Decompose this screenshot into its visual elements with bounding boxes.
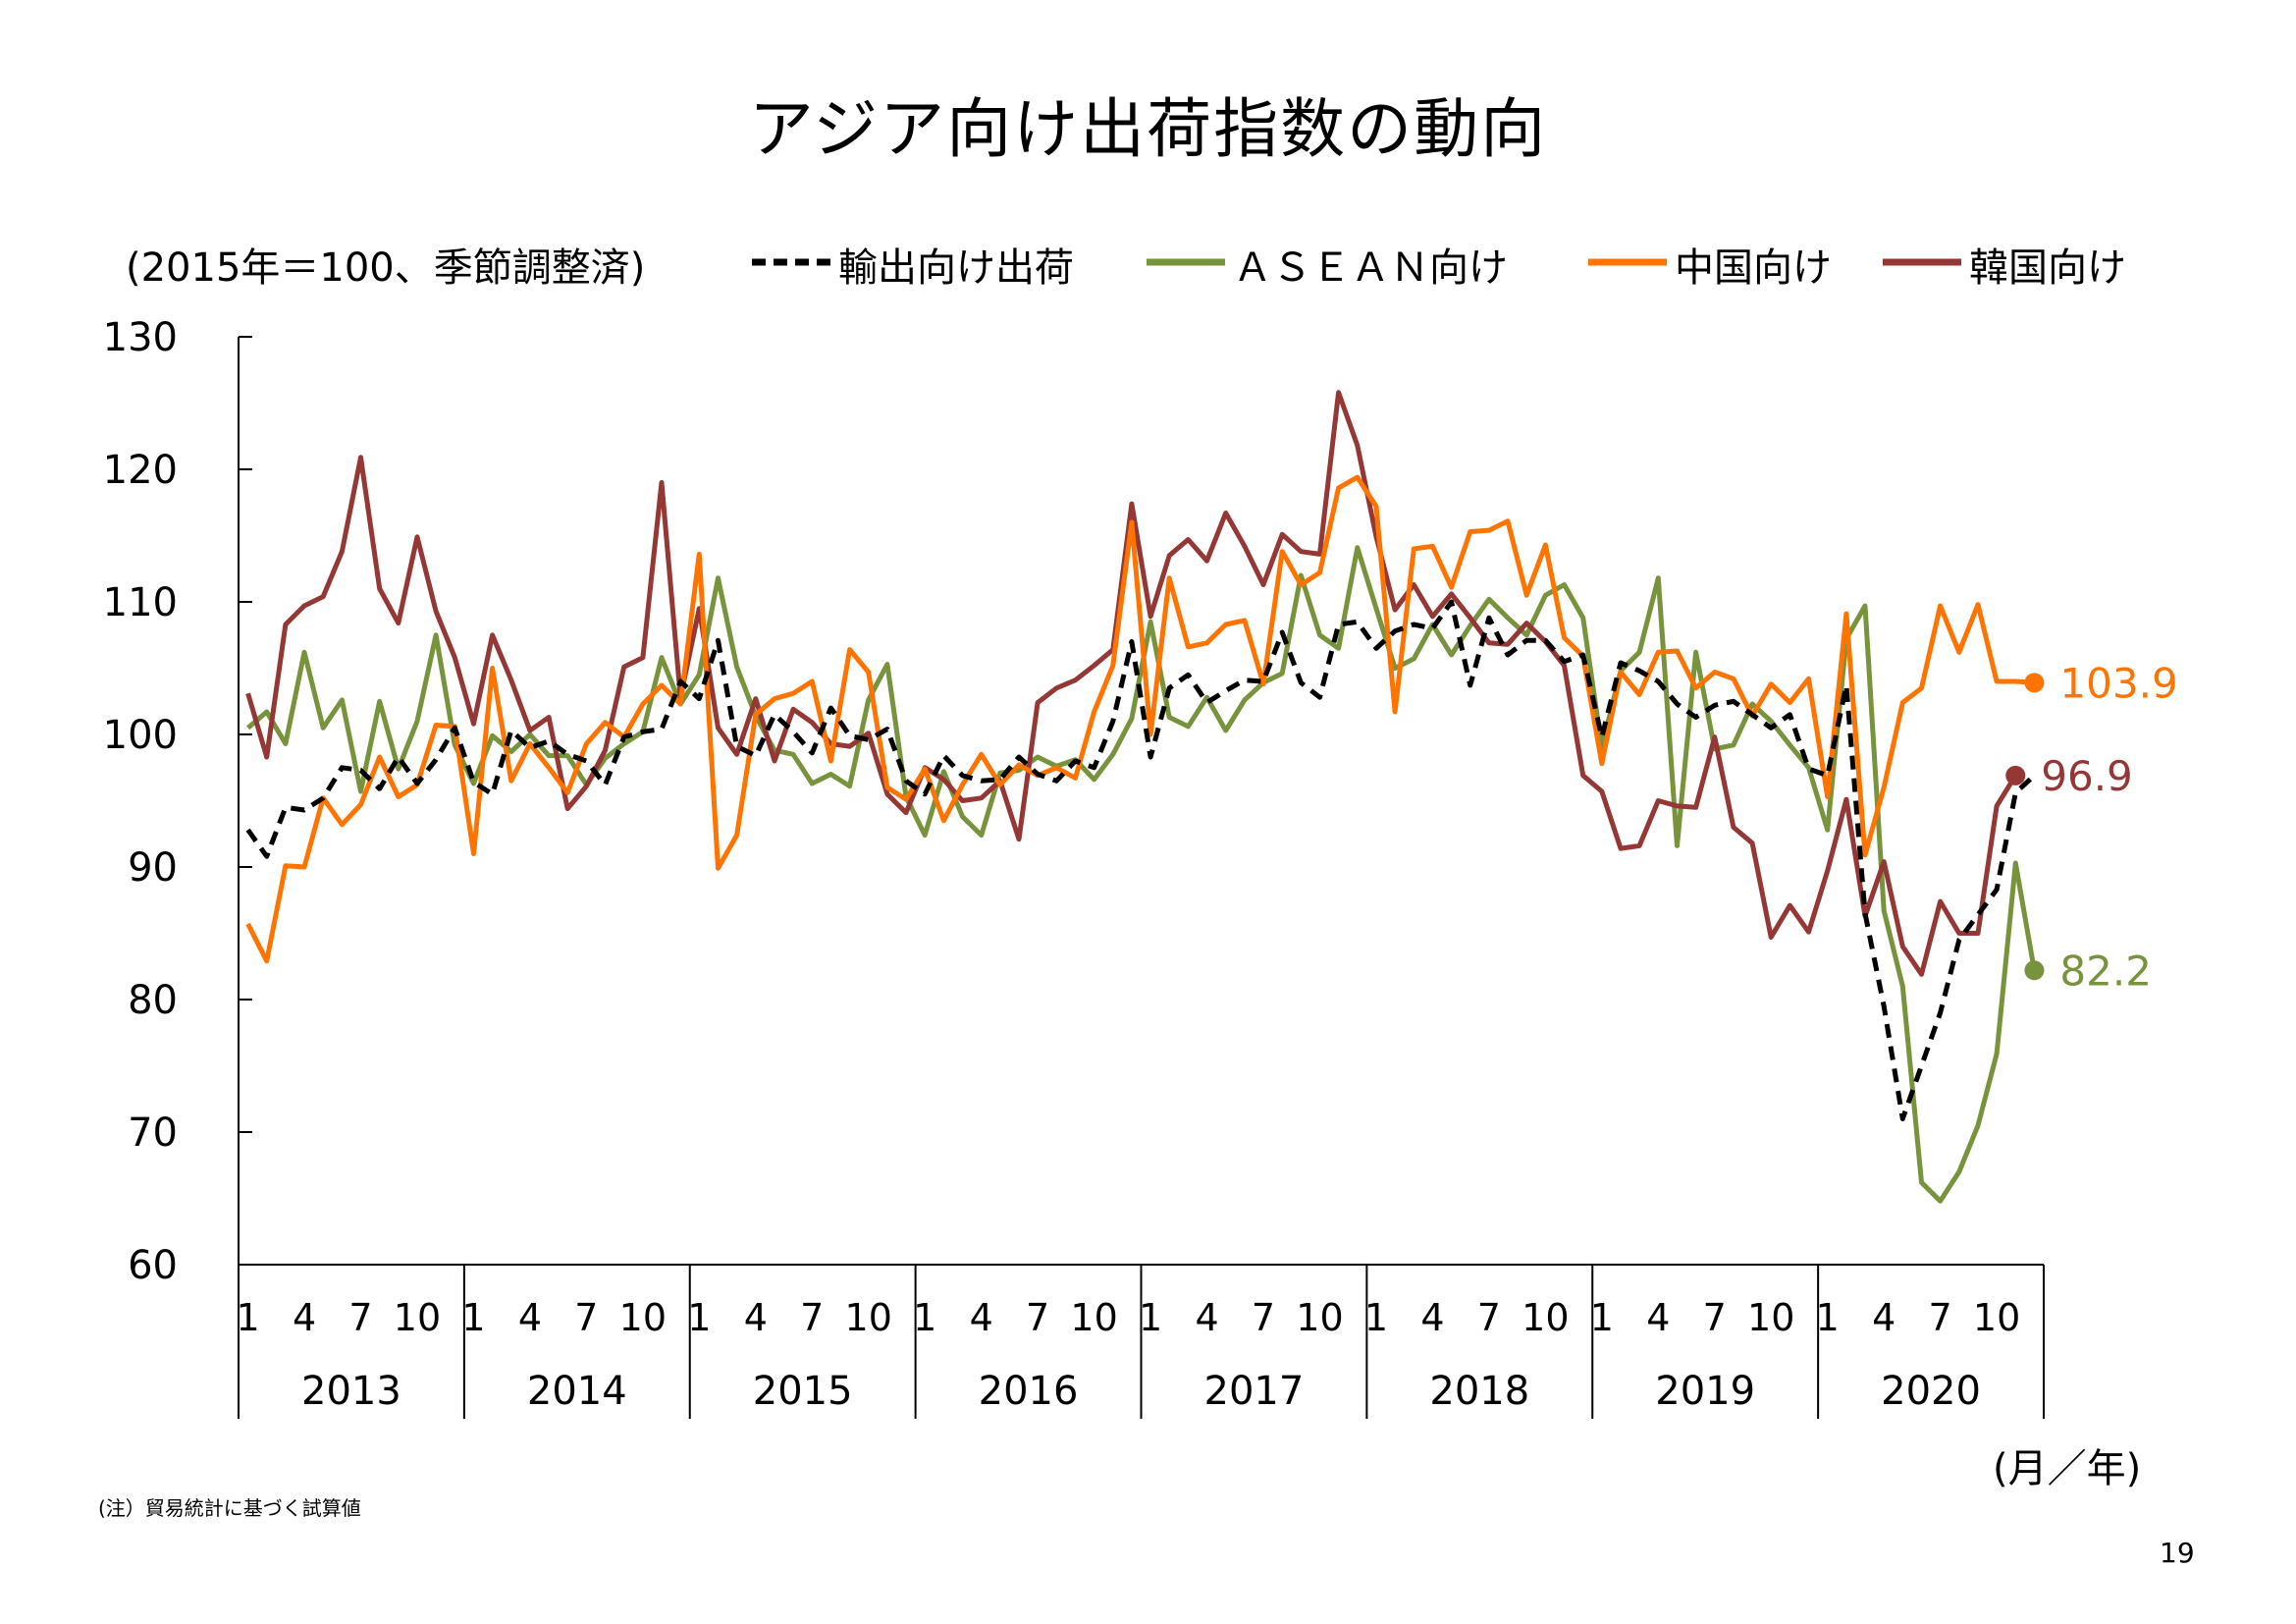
series-line-0: [245, 599, 2037, 1121]
end-value-label: 103.9: [2059, 659, 2177, 707]
x-year-label: 2019: [1655, 1369, 1755, 1414]
unit-label: (2015年＝100、季節調整済): [126, 245, 646, 291]
x-month-label: 10: [394, 1296, 441, 1339]
x-month-label: 10: [1973, 1296, 2020, 1339]
series-line-3: [245, 390, 2018, 977]
x-month-label: 7: [348, 1296, 372, 1339]
x-year-label: 2014: [527, 1369, 627, 1414]
series-line-1: [245, 545, 2037, 1204]
y-tick-label: 90: [128, 845, 178, 891]
x-month-label: 4: [1872, 1296, 1896, 1339]
legend-swatch-korea: [1883, 258, 1961, 266]
x-month-label: 7: [1929, 1296, 1952, 1339]
x-month-label: 7: [1026, 1296, 1049, 1339]
x-axis-unit: (月／年): [1993, 1446, 2142, 1491]
x-year-label: 2015: [753, 1369, 853, 1414]
x-month-label: 1: [687, 1296, 711, 1339]
x-year-label: 2016: [979, 1369, 1079, 1414]
x-month-label: 7: [1703, 1296, 1727, 1339]
x-month-label: 1: [461, 1296, 485, 1339]
x-year-label: 2020: [1881, 1369, 1981, 1414]
y-tick-label: 80: [128, 978, 178, 1023]
y-tick-label: 110: [103, 580, 178, 625]
x-month-label: 1: [1139, 1296, 1162, 1339]
end-point-marker: [2024, 960, 2045, 981]
end-point-marker: [2005, 765, 2026, 785]
x-month-label: 4: [1420, 1296, 1444, 1339]
x-month-label: 1: [1364, 1296, 1388, 1339]
legend-swatch-asean: [1147, 258, 1225, 266]
legend-swatch-china: [1588, 258, 1667, 266]
y-tick-label: 120: [103, 448, 178, 493]
x-month-label: 10: [1070, 1296, 1117, 1339]
x-year-label: 2017: [1204, 1369, 1305, 1414]
x-month-label: 10: [845, 1296, 892, 1339]
legend-label-export: 輸出向け出荷: [838, 245, 1074, 291]
x-month-label: 1: [913, 1296, 936, 1339]
x-month-label: 4: [293, 1296, 316, 1339]
x-month-label: 1: [1590, 1296, 1614, 1339]
x-month-label: 7: [1252, 1296, 1275, 1339]
x-month-label: 4: [1646, 1296, 1670, 1339]
x-month-label: 4: [970, 1296, 993, 1339]
x-year-label: 2013: [301, 1369, 401, 1414]
y-tick-label: 70: [128, 1110, 178, 1156]
x-month-label: 10: [1747, 1296, 1794, 1339]
end-value-label: 96.9: [2041, 752, 2133, 800]
x-month-label: 10: [1296, 1296, 1343, 1339]
series-line-2: [245, 474, 2035, 964]
x-month-label: 10: [1522, 1296, 1569, 1339]
y-tick-label: 100: [103, 713, 178, 758]
end-value-label: 82.2: [2059, 947, 2152, 995]
page-title: アジア向け出荷指数の動向: [748, 91, 1548, 167]
x-month-label: 4: [1195, 1296, 1218, 1339]
x-month-label: 7: [800, 1296, 824, 1339]
legend-label-china: 中国向け: [1675, 245, 1832, 291]
x-month-label: 10: [619, 1296, 667, 1339]
x-month-label: 1: [1816, 1296, 1840, 1339]
x-month-label: 7: [574, 1296, 598, 1339]
y-tick-label: 130: [103, 315, 178, 360]
legend-label-asean: ＡＳＥＡＮ向け: [1233, 245, 1508, 291]
legend-label-korea: 韓国向け: [1969, 245, 2126, 291]
footnote: (注）貿易統計に基づく試算値: [98, 1496, 361, 1520]
legend-swatch-export: [752, 258, 830, 266]
x-month-label: 7: [1477, 1296, 1501, 1339]
x-month-label: 1: [236, 1296, 259, 1339]
x-month-label: 4: [518, 1296, 542, 1339]
page-number: 19: [2160, 1537, 2195, 1569]
x-year-label: 2018: [1429, 1369, 1529, 1414]
y-tick-label: 60: [128, 1243, 178, 1288]
end-point-marker: [2024, 673, 2045, 693]
x-month-label: 4: [744, 1296, 768, 1339]
